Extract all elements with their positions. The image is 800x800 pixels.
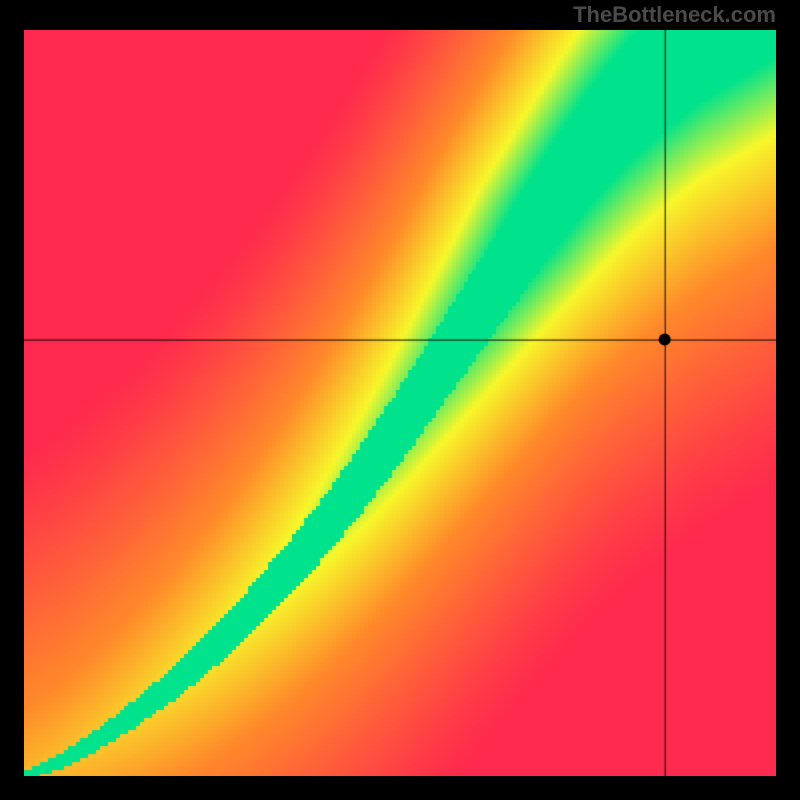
heatmap-plot-area xyxy=(24,30,776,776)
watermark-text: TheBottleneck.com xyxy=(573,2,776,28)
crosshair-overlay xyxy=(24,30,776,776)
